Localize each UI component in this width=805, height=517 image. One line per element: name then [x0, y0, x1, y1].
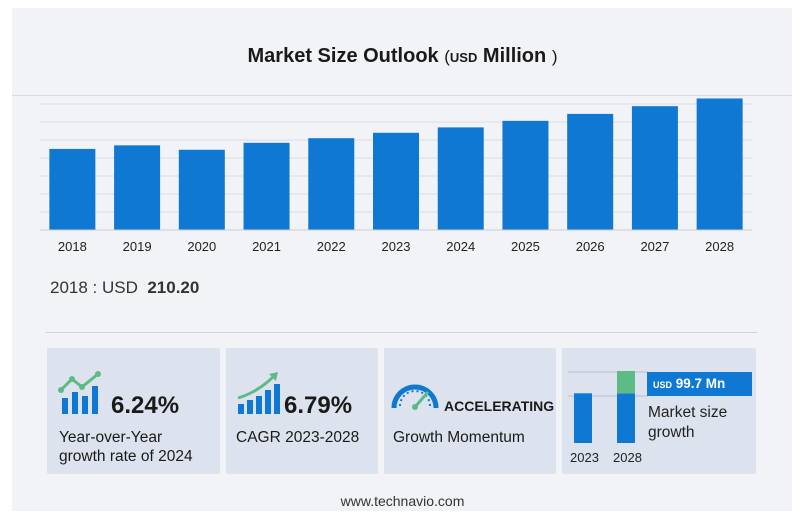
yoy-value: 6.24%	[111, 392, 180, 419]
mini-bar-end-growth	[617, 371, 635, 394]
growth-card	[562, 348, 756, 474]
growth-caption-1: Market size	[648, 404, 728, 421]
x-tick-2022: 2022	[317, 239, 346, 254]
bar-2018	[49, 148, 96, 230]
rising-bars-icon	[237, 372, 280, 414]
cagr-card: 6.79% CAGR 2023-2028	[226, 348, 378, 474]
growth-year-start: 2023	[570, 450, 599, 465]
footer-url[interactable]: www.technavio.com	[340, 493, 465, 509]
x-tick-2024: 2024	[446, 239, 475, 254]
bar-chart: 2018 2019 2020 2021 2022 2023 2024 2025 2026 2027…	[40, 98, 752, 254]
section-divider	[46, 332, 758, 333]
mini-growth-chart	[568, 371, 648, 443]
growth-badge: USD 99.7 Mn	[647, 372, 752, 396]
growth-year-end: 2028	[613, 450, 642, 465]
x-tick-2021: 2021	[252, 239, 281, 254]
mini-bar-end-base	[617, 393, 635, 443]
x-tick-2028: 2028	[705, 239, 734, 254]
title-unit: Million	[482, 45, 547, 67]
momentum-value: ACCELERATING	[444, 398, 555, 414]
momentum-card: ACCELERATING Growth Momentum	[384, 348, 556, 474]
bar-2027	[631, 106, 678, 230]
title-paren-close: )	[551, 47, 558, 66]
speedometer-icon	[391, 384, 439, 410]
bar-2028	[696, 98, 743, 230]
bar-2022	[308, 138, 355, 230]
bar-2025	[502, 120, 549, 230]
x-tick-2026: 2026	[576, 239, 605, 254]
cagr-caption: CAGR 2023-2028	[236, 429, 360, 446]
mini-bar-start	[574, 393, 592, 443]
growth-chart-icon	[58, 371, 101, 414]
x-tick-2020: 2020	[187, 239, 216, 254]
bar-2021	[243, 142, 290, 230]
bar-2023	[373, 132, 419, 230]
bar-2026	[567, 113, 614, 230]
cagr-value: 6.79%	[284, 392, 353, 419]
momentum-caption: Growth Momentum	[393, 429, 525, 446]
yoy-caption-1: Year-over-Year	[59, 429, 163, 446]
x-tick-2027: 2027	[640, 239, 669, 254]
growth-caption-2: growth	[648, 424, 695, 441]
base-year-value: 2018 : USD 210.20	[50, 278, 200, 297]
x-tick-2023: 2023	[382, 239, 411, 254]
bar-2020	[178, 149, 225, 230]
yoy-card: 6.24% Year-over-Year growth rate of 2024	[47, 348, 220, 474]
bar-2019	[114, 145, 161, 230]
title-unit-prefix: USD	[449, 50, 478, 65]
yoy-caption-2: growth rate of 2024	[59, 448, 193, 465]
x-tick-2025: 2025	[511, 239, 540, 254]
x-tick-2019: 2019	[123, 239, 152, 254]
chart-top-rule	[12, 95, 792, 96]
bar-2024	[437, 127, 484, 230]
title-paren-open: (	[444, 47, 450, 66]
x-tick-2018: 2018	[58, 239, 87, 254]
chart-title: Market Size Outlook (USD Million )	[247, 45, 558, 67]
